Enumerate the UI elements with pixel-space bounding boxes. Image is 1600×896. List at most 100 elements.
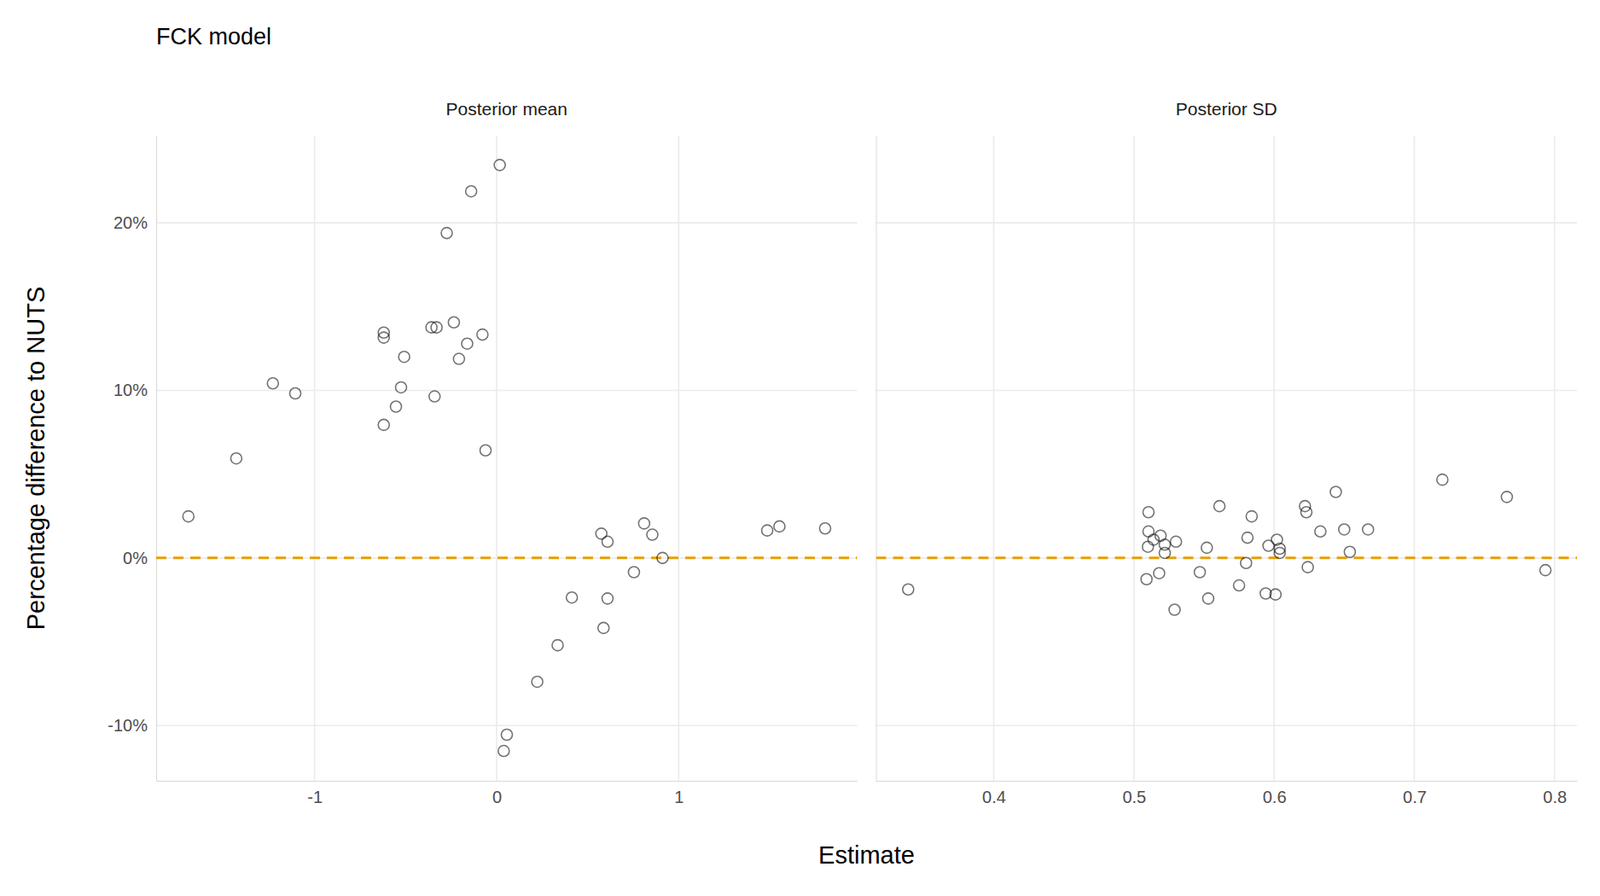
point — [598, 622, 610, 634]
panel-title: Posterior SD — [1175, 98, 1278, 119]
grid — [876, 135, 1578, 781]
y-axis-line — [876, 136, 878, 782]
point — [1437, 474, 1449, 486]
x-tick: 1 — [674, 780, 684, 807]
point — [1202, 593, 1214, 605]
point — [1314, 525, 1327, 537]
point — [453, 353, 465, 365]
grid-line-x — [1413, 135, 1416, 781]
point — [773, 520, 786, 532]
point — [290, 388, 302, 400]
point — [267, 378, 279, 390]
point — [595, 528, 607, 540]
point — [1194, 566, 1206, 578]
y-tick: 10% — [113, 380, 157, 400]
x-tick: 0.6 — [1262, 780, 1287, 807]
point — [902, 583, 914, 595]
x-tick-label: 0.5 — [1122, 787, 1147, 807]
y-tick: -10% — [107, 715, 157, 735]
y-tick-label: 10% — [113, 380, 148, 400]
grid-line-x — [1133, 135, 1135, 781]
y-tick: 20% — [113, 213, 157, 233]
x-axis: 0.4 0.5 0.6 0.7 0.8 — [876, 780, 1578, 807]
reference-line — [876, 556, 1578, 559]
reference-line — [156, 556, 858, 559]
point — [1300, 506, 1312, 518]
point — [479, 444, 491, 456]
point — [1240, 557, 1252, 569]
point — [390, 401, 402, 413]
x-tick: 0.5 — [1122, 780, 1147, 807]
panel: Posterior SD 0.4 0.5 0.6 0.7 0.8 — [876, 98, 1578, 807]
point — [477, 329, 489, 341]
grid-line-y — [876, 724, 1578, 727]
point — [461, 337, 473, 350]
point — [1269, 588, 1281, 600]
x-tick: 0.4 — [982, 780, 1007, 807]
point — [1140, 573, 1152, 585]
x-tick-label: -1 — [307, 787, 323, 807]
point — [1142, 541, 1154, 553]
point — [552, 640, 564, 652]
point — [1302, 561, 1314, 573]
point — [566, 592, 578, 604]
grid-line-y — [876, 389, 1578, 392]
point — [1169, 604, 1181, 616]
point — [1501, 491, 1513, 503]
point — [1362, 523, 1374, 536]
x-tick: -1 — [307, 780, 323, 807]
x-tick-label: 1 — [674, 787, 684, 807]
y-axis-title: Percentage difference to NUTS — [22, 286, 50, 630]
x-axis-title: Estimate — [818, 841, 915, 869]
grid-line-y — [156, 221, 858, 224]
point — [1142, 525, 1154, 537]
point — [448, 316, 460, 328]
point — [819, 523, 831, 535]
grid-line-y — [156, 557, 858, 559]
grid-line-x — [1273, 135, 1275, 781]
grid-line-y — [156, 724, 858, 727]
point — [500, 729, 512, 741]
x-tick-label: 0.4 — [982, 787, 1007, 807]
y-axis-line — [156, 136, 158, 782]
chart: FCK modelPosterior mean-101-10%0%10%20%P… — [0, 0, 1600, 896]
y-axis: -10% 0% 10% 20% — [107, 136, 157, 782]
point — [646, 529, 658, 541]
point — [1153, 567, 1165, 579]
point — [657, 552, 669, 564]
point — [430, 321, 443, 333]
point — [638, 517, 650, 530]
marks — [876, 474, 1578, 616]
grid-line-y — [876, 557, 1578, 559]
point — [1338, 523, 1350, 536]
grid-line-y — [876, 221, 1578, 224]
grid-line-x — [495, 135, 498, 781]
point — [1245, 511, 1257, 523]
x-axis-line — [157, 780, 859, 782]
point — [465, 186, 478, 198]
grid-line-x — [1553, 135, 1556, 781]
y-tick-label: 20% — [113, 213, 148, 233]
point — [1158, 539, 1170, 551]
grid-line-x — [993, 135, 995, 781]
y-axis — [876, 136, 878, 782]
marks — [156, 159, 858, 757]
point — [1241, 532, 1253, 544]
point — [1344, 546, 1356, 558]
grid-line-x — [678, 135, 681, 781]
point — [494, 159, 506, 171]
point — [378, 418, 390, 431]
point — [441, 227, 453, 239]
point — [531, 675, 543, 687]
y-tick: 0% — [122, 548, 157, 568]
point — [1540, 564, 1552, 576]
y-tick-label: 0% — [122, 548, 148, 568]
y-tick-label: -10% — [107, 715, 148, 735]
chart-title: FCK model — [156, 23, 272, 50]
x-tick: 0 — [492, 780, 502, 807]
x-tick: 0.8 — [1542, 780, 1567, 807]
point — [429, 390, 441, 402]
x-tick: 0.7 — [1402, 780, 1427, 807]
point — [498, 745, 510, 757]
x-axis-line — [876, 780, 1578, 782]
